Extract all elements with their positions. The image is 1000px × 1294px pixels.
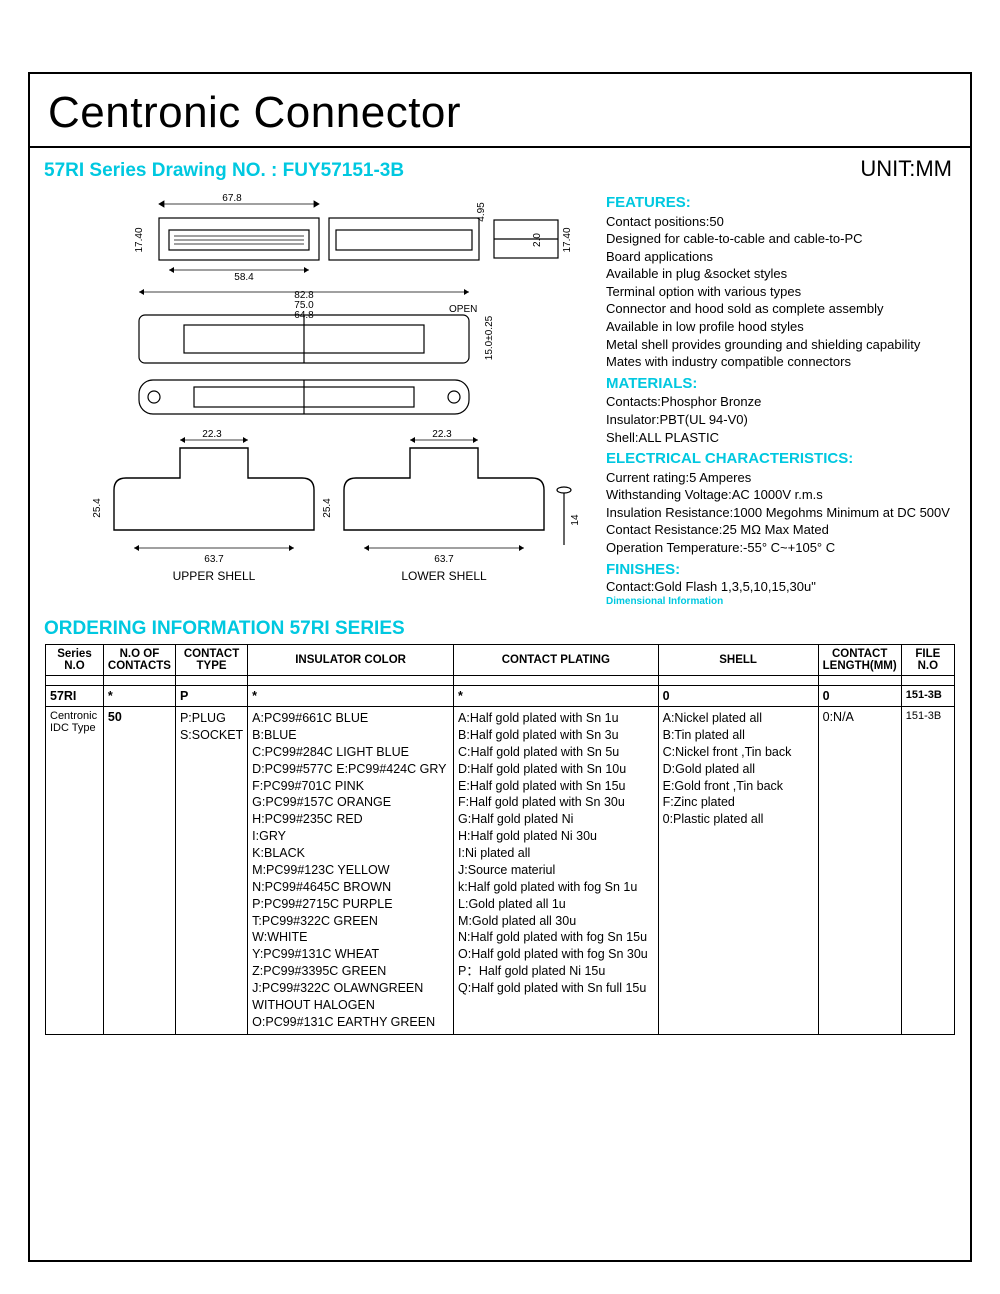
- pattern-file: 151-3B: [901, 686, 954, 707]
- series-row: 57RI Series Drawing NO. : FUY57151-3B UN…: [30, 148, 970, 186]
- series-drawing-no: 57RI Series Drawing NO. : FUY57151-3B: [44, 160, 404, 182]
- dim-top-side: 4.95: [476, 202, 487, 222]
- pattern-shell: 0: [658, 686, 818, 707]
- detail-type: P:PLUG S:SOCKET: [175, 707, 247, 1035]
- pattern-insulator: *: [248, 686, 454, 707]
- detail-plating: A:Half gold plated with Sn 1u B:Half gol…: [454, 707, 659, 1035]
- open-label: OPEN: [449, 304, 477, 315]
- dim-shell-w-r: 63.7: [434, 554, 454, 565]
- datasheet-frame: Centronic Connector 57RI Series Drawing …: [28, 72, 972, 1262]
- dim-top-w: 67.8: [222, 193, 242, 204]
- specifications: FEATURES: Contact positions:50 Designed …: [600, 190, 960, 610]
- dim-right-g: 2.0: [532, 233, 543, 247]
- dim-mid-c: 64.8: [294, 310, 314, 321]
- pattern-series: 57RI: [46, 686, 104, 707]
- upper-shell-label: UPPER SHELL: [173, 569, 256, 583]
- table-pattern-row: 57RI * P * * 0 0 151-3B: [46, 686, 955, 707]
- detail-insulator: A:PC99#661C BLUE B:BLUE C:PC99#284C LIGH…: [248, 707, 454, 1035]
- elec-heading: ELECTRICAL CHARACTERISTICS:: [606, 450, 960, 469]
- page-title: Centronic Connector: [48, 88, 952, 138]
- th-series: Series N.O: [46, 645, 104, 676]
- mid-section: 67.8 17.40 4.95 58.4 17.40 2.0 82.8 75.0…: [30, 186, 970, 616]
- detail-file: 151-3B: [901, 707, 954, 1035]
- dim-right-h: 17.40: [562, 227, 573, 252]
- th-plating: CONTACT PLATING: [454, 645, 659, 676]
- detail-contacts: 50: [103, 707, 175, 1035]
- dim-neck-r: 22.3: [432, 429, 452, 440]
- materials-text: Contacts:Phosphor Bronze Insulator:PBT(U…: [606, 393, 960, 446]
- th-shell: SHELL: [658, 645, 818, 676]
- th-length: CONTACT LENGTH(MM): [818, 645, 901, 676]
- dim-pin: 14: [570, 514, 581, 526]
- dim-top-inner: 58.4: [234, 272, 254, 283]
- th-contacts: N.O OF CONTACTS: [103, 645, 175, 676]
- table-header-row: Series N.O N.O OF CONTACTS CONTACT TYPE …: [46, 645, 955, 676]
- pattern-contacts: *: [103, 686, 175, 707]
- dim-shell-h-l: 25.4: [92, 498, 103, 518]
- materials-heading: MATERIALS:: [606, 375, 960, 394]
- features-heading: FEATURES:: [606, 194, 960, 213]
- th-type: CONTACT TYPE: [175, 645, 247, 676]
- ordering-table: Series N.O N.O OF CONTACTS CONTACT TYPE …: [45, 644, 955, 1035]
- dimensional-note: Dimensional Information: [606, 596, 960, 609]
- lower-shell-label: LOWER SHELL: [401, 569, 487, 583]
- detail-series: Centronic IDC Type: [46, 707, 104, 1035]
- th-insulator: INSULATOR COLOR: [248, 645, 454, 676]
- unit-label: UNIT:MM: [860, 156, 952, 182]
- dim-mid-h: 15.0±0.25: [484, 315, 495, 360]
- pattern-plating: *: [454, 686, 659, 707]
- finishes-text: Contact:Gold Flash 1,3,5,10,15,30u": [606, 579, 960, 595]
- drawing-svg: 67.8 17.40 4.95 58.4 17.40 2.0 82.8 75.0…: [44, 190, 600, 610]
- features-text: Contact positions:50 Designed for cable-…: [606, 213, 960, 371]
- technical-drawing: 67.8 17.40 4.95 58.4 17.40 2.0 82.8 75.0…: [44, 190, 600, 610]
- dim-neck-l: 22.3: [202, 429, 222, 440]
- title-bar: Centronic Connector: [30, 74, 970, 148]
- pattern-length: 0: [818, 686, 901, 707]
- ordering-heading: ORDERING INFORMATION 57RI SERIES: [30, 616, 970, 644]
- elec-text: Current rating:5 Amperes Withstanding Vo…: [606, 469, 960, 557]
- dim-shell-h-r: 25.4: [322, 498, 333, 518]
- table-spacer: [46, 676, 955, 686]
- finishes-heading: FINISHES:: [606, 561, 960, 580]
- detail-shell: A:Nickel plated all B:Tin plated all C:N…: [658, 707, 818, 1035]
- dim-shell-w-l: 63.7: [204, 554, 224, 565]
- detail-length: 0:N/A: [818, 707, 901, 1035]
- th-file: FILE N.O: [901, 645, 954, 676]
- dim-top-h: 17.40: [134, 227, 145, 252]
- pattern-type: P: [175, 686, 247, 707]
- table-detail-row: Centronic IDC Type 50 P:PLUG S:SOCKET A:…: [46, 707, 955, 1035]
